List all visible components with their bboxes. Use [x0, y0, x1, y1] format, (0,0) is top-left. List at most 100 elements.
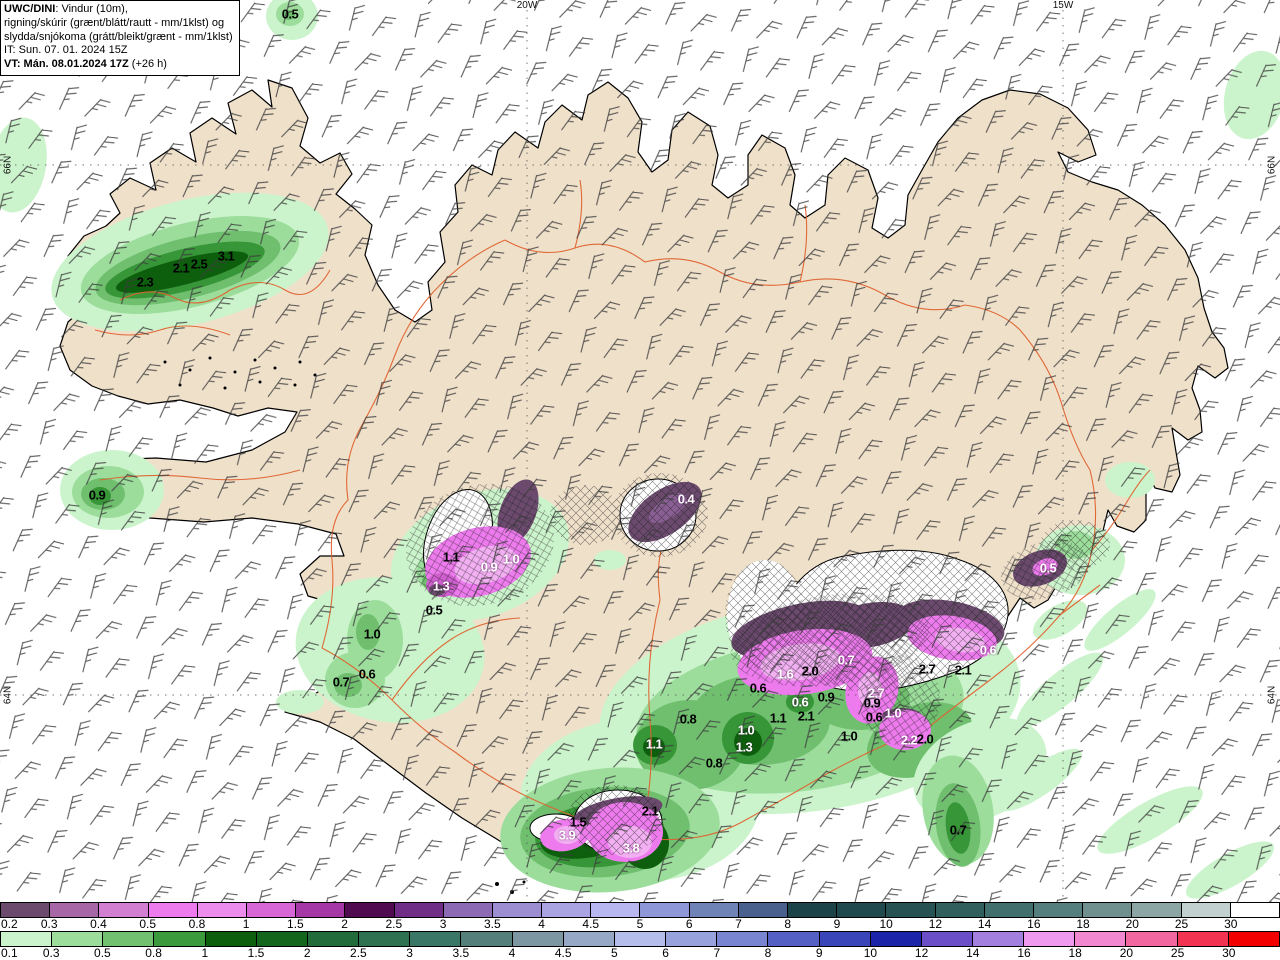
precip-value-label: 2.1 — [954, 662, 972, 678]
precip-value-label: 1.0 — [840, 728, 858, 744]
legend-color-segment — [52, 932, 104, 947]
legend-color-segment — [246, 903, 297, 918]
legend-color-segment — [148, 903, 198, 918]
precip-value-label: 0.6 — [865, 709, 883, 725]
legend-color-segment — [935, 903, 985, 918]
legend-threshold-label: 25 — [1174, 917, 1189, 931]
legend-color-segment — [443, 903, 493, 918]
legend-color-segment — [1177, 932, 1229, 947]
legend-color-segment — [296, 903, 346, 918]
legend-color-segment — [0, 932, 53, 947]
legend-color-segment — [837, 903, 887, 918]
legend: 0.2 0.3 0.4 0.5 0.8 1 1.5 2 2.5 3 3.5 4 4.5 5 6 7 8 9 10 12… — [0, 902, 1280, 960]
precip-value-label: 0.6 — [749, 680, 767, 696]
legend-threshold-label: 5 — [611, 946, 618, 960]
precip-value-label: 0.7 — [837, 652, 855, 668]
legend-color-segment — [1181, 903, 1231, 918]
map-area: 0.5 2.3 2.1 2.5 3.1 0.9 1.1 0.9 1.0 1.3 0.5 1.0 0.6 0… — [0, 0, 1280, 902]
precip-value-label: 0.9 — [817, 689, 835, 705]
legend-color-segment — [984, 903, 1034, 918]
legend-color-segment — [614, 932, 667, 947]
legend-threshold-label: 6 — [685, 917, 693, 931]
precip-value-label: 2.1 — [797, 708, 815, 724]
legend-color-segment — [1126, 932, 1178, 947]
precip-value-label: 2.7 — [867, 685, 885, 701]
legend-threshold-label: 14 — [966, 946, 980, 960]
precip-value-label: 3.9 — [558, 827, 576, 843]
precip-value-label: 0.9 — [863, 695, 881, 711]
legend-threshold-label: 1.5 — [287, 917, 304, 931]
legend-threshold-label: 0.1 — [1, 946, 18, 960]
latitude-label: 64N — [2, 685, 14, 705]
map-svg — [0, 0, 1280, 902]
precip-value-label: 0.8 — [705, 755, 723, 771]
precip-value-label: 1.3 — [735, 739, 753, 755]
legend-color-segment — [103, 932, 155, 947]
legend-threshold-label: 30 — [1222, 946, 1236, 960]
legend-threshold-label: 0.8 — [145, 946, 162, 960]
legend-threshold-label: 9 — [815, 946, 823, 960]
precip-value-label: 2.0 — [801, 663, 819, 679]
precip-value-label: 0.5 — [1039, 560, 1057, 576]
legend-threshold-label: 0.2 — [1, 917, 18, 931]
legend-threshold-label: 4 — [538, 917, 545, 931]
legend-bar-1 — [0, 931, 1280, 947]
legend-color-segment — [50, 903, 100, 918]
precip-value-label: 1.1 — [442, 549, 460, 565]
legend-threshold-label: 7 — [735, 917, 742, 931]
legend-threshold-label: 12 — [928, 917, 943, 931]
legend-color-segment — [870, 932, 922, 947]
legend-threshold-label: 6 — [662, 946, 669, 960]
legend-threshold-label: 4.5 — [554, 946, 572, 960]
legend-color-segment — [1033, 903, 1084, 918]
latitude-label: 66N — [2, 155, 14, 175]
legend-threshold-label: 12 — [914, 946, 929, 960]
legend-threshold-label: 1 — [201, 946, 209, 960]
precip-value-label: 1.3 — [432, 578, 450, 594]
legend-color-segment — [1132, 903, 1182, 918]
wind-barbs-layer — [0, 0, 1280, 902]
precip-value-label: 0.9 — [480, 559, 498, 575]
legend-threshold-label: 10 — [863, 946, 878, 960]
legend-color-segment — [1075, 932, 1127, 947]
precip-value-label: 0.5 — [425, 602, 443, 618]
info-line-2: rigning/skúrir (grænt/blátt/rautt - mm/1… — [4, 16, 225, 29]
precip-value-label: 0.9 — [88, 487, 106, 503]
legend-labels-1: 0.1 0.3 0.5 0.8 1 1.5 2 2.5 3 3.5 4 4.5 5 6 7 8 9 10 12 14 1… — [0, 946, 1280, 960]
info-line-5: VT: Mán. 08.01.2024 17Z (+26 h) — [4, 58, 167, 70]
legend-color-segment — [972, 932, 1025, 947]
legend-color-segment — [921, 932, 973, 947]
precip-value-label: 1.6 — [776, 666, 794, 682]
legend-color-segment — [512, 932, 564, 947]
legend-threshold-label: 4.5 — [582, 917, 600, 931]
legend-color-segment — [563, 932, 615, 947]
legend-color-segment — [345, 903, 395, 918]
precip-value-label: 2.5 — [190, 256, 208, 272]
precip-value-label: 2.7 — [918, 661, 936, 677]
precip-value-label: 0.7 — [332, 674, 350, 690]
precip-value-label: 2.1 — [172, 260, 190, 276]
legend-threshold-label: 3.5 — [452, 946, 470, 960]
precip-value-label: 1.0 — [737, 722, 755, 738]
precip-value-label: 0.6 — [791, 694, 809, 710]
legend-color-segment — [256, 932, 308, 947]
legend-threshold-label: 8 — [764, 946, 772, 960]
legend-color-segment — [640, 903, 690, 918]
legend-threshold-label: 7 — [713, 946, 721, 960]
precip-value-label: 1.5 — [569, 814, 587, 830]
precip-value-label: 3.8 — [622, 840, 640, 856]
legend-color-segment — [738, 903, 788, 918]
legend-threshold-label: 18 — [1076, 917, 1090, 931]
legend-color-segment — [205, 932, 257, 947]
legend-color-segment — [0, 903, 51, 918]
legend-threshold-label: 2 — [303, 946, 311, 960]
legend-threshold-label: 0.5 — [94, 946, 111, 960]
info-line-4: IT: Sun. 07. 01. 2024 15Z — [4, 44, 128, 57]
precip-value-label: 0.7 — [949, 822, 967, 838]
legend-threshold-label: 20 — [1125, 917, 1139, 931]
legend-color-segment — [788, 903, 838, 918]
legend-threshold-label: 30 — [1224, 917, 1238, 931]
precip-value-label: 1.1 — [769, 710, 787, 726]
legend-threshold-label: 20 — [1119, 946, 1134, 960]
